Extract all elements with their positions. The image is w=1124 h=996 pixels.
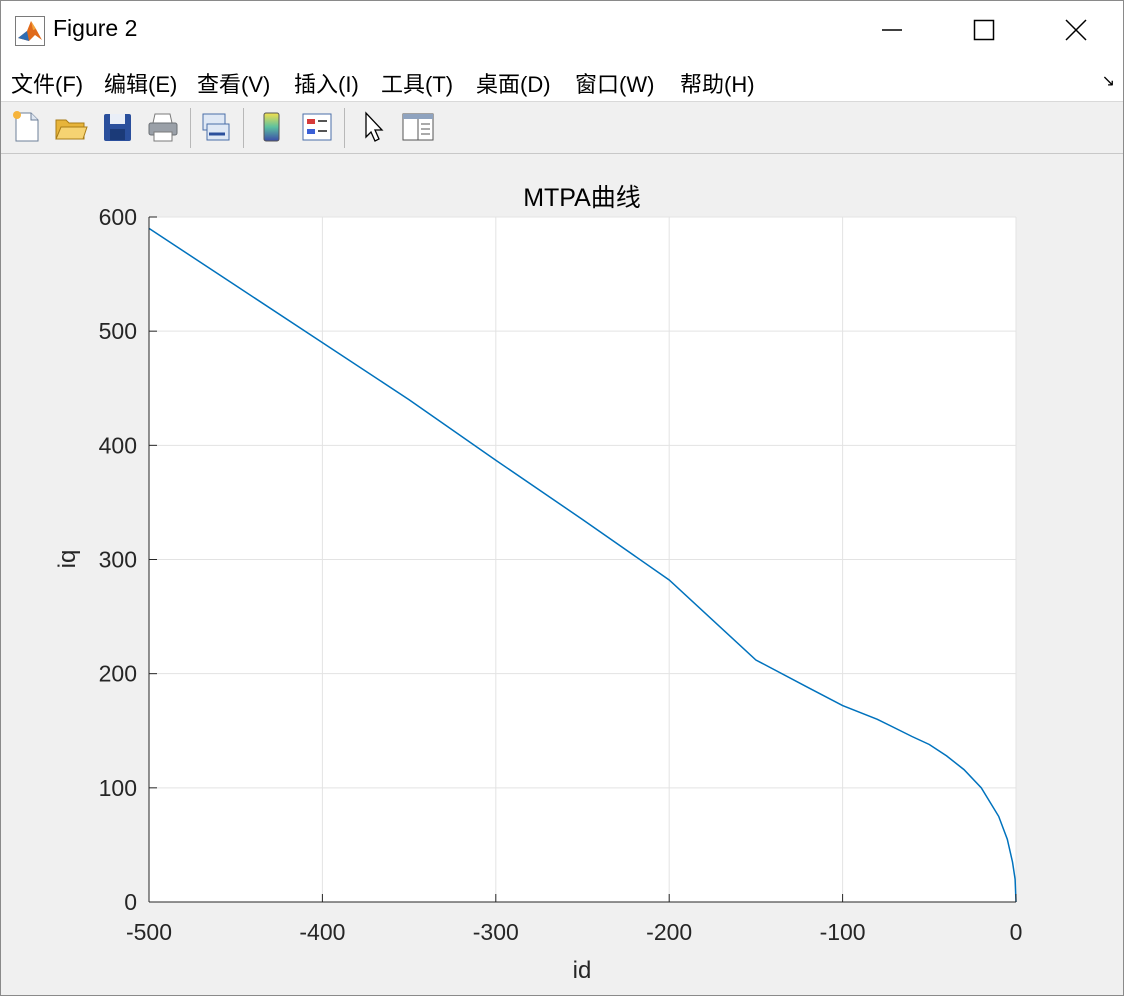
menu-edit[interactable]: 编辑(E): [104, 72, 178, 97]
y-tick-label: 600: [99, 204, 137, 230]
insert-legend-icon: [302, 113, 332, 141]
y-axis-label: iq: [54, 550, 81, 569]
x-tick-label: -400: [299, 919, 345, 945]
x-tick-label: 0: [1010, 919, 1023, 945]
insert-colorbar-button[interactable]: [255, 110, 289, 144]
menu-help[interactable]: 帮助(H): [680, 72, 755, 97]
maximize-icon: [973, 19, 995, 41]
save-icon: [104, 114, 131, 141]
y-tick-label: 0: [124, 889, 137, 915]
toolbar-separator: [190, 108, 191, 148]
title-bar: Figure 2: [1, 1, 1123, 59]
property-inspector-button[interactable]: [401, 110, 435, 144]
new-figure-icon: [13, 111, 39, 142]
menu-bar: 文件(F) 编辑(E) 查看(V) 插入(I) 工具(T) 桌面(D) 窗口(W…: [1, 59, 1123, 102]
plot-title: MTPA曲线: [523, 184, 641, 212]
menu-view[interactable]: 查看(V): [197, 72, 271, 97]
x-tick-labels: -500 -400 -300 -200 -100 0: [126, 919, 1022, 945]
menu-file[interactable]: 文件(F): [11, 72, 84, 97]
x-tick-label: -200: [646, 919, 692, 945]
close-button[interactable]: [1030, 1, 1122, 59]
property-inspector-icon: [402, 113, 434, 141]
open-file-button[interactable]: [54, 110, 88, 144]
matlab-logo-icon: [15, 16, 45, 46]
y-tick-label: 100: [99, 775, 137, 801]
edit-plot-button[interactable]: [357, 110, 391, 144]
x-axis-label: id: [573, 957, 592, 984]
insert-colorbar-icon: [263, 112, 280, 142]
minimize-button[interactable]: [846, 1, 938, 59]
y-tick-labels: 0 100 200 300 400 500 600: [99, 204, 137, 915]
y-tick-label: 300: [99, 547, 137, 573]
toolbar: [1, 102, 1123, 154]
menu-insert[interactable]: 插入(I): [294, 72, 359, 97]
edit-plot-arrow-icon: [365, 111, 384, 142]
maximize-button[interactable]: [938, 1, 1030, 59]
link-plot-button[interactable]: [199, 110, 233, 144]
y-tick-label: 500: [99, 318, 137, 344]
menu-desktop[interactable]: 桌面(D): [476, 72, 551, 97]
minimize-icon: [882, 29, 902, 31]
x-tick-label: -100: [820, 919, 866, 945]
x-tick-label: -300: [473, 919, 519, 945]
close-icon: [1065, 19, 1087, 41]
menu-tools[interactable]: 工具(T): [381, 72, 454, 97]
mtpa-curve: [148, 227, 1017, 903]
insert-legend-button[interactable]: [300, 110, 334, 144]
menu-window[interactable]: 窗口(W): [575, 72, 655, 97]
y-tick-label: 400: [99, 432, 137, 458]
x-tick-label: -500: [126, 919, 172, 945]
toolbar-separator: [243, 108, 244, 148]
link-plot-icon: [202, 113, 230, 141]
dock-figure-icon[interactable]: ↘: [1101, 71, 1115, 90]
new-figure-button[interactable]: [9, 110, 43, 144]
toolbar-separator: [344, 108, 345, 148]
print-button[interactable]: [146, 110, 180, 144]
window-title: Figure 2: [53, 15, 138, 41]
axes-frame: [148, 216, 1017, 903]
open-file-icon: [55, 119, 88, 140]
print-icon: [148, 113, 178, 142]
save-button[interactable]: [101, 110, 135, 144]
y-tick-label: 200: [99, 661, 137, 687]
